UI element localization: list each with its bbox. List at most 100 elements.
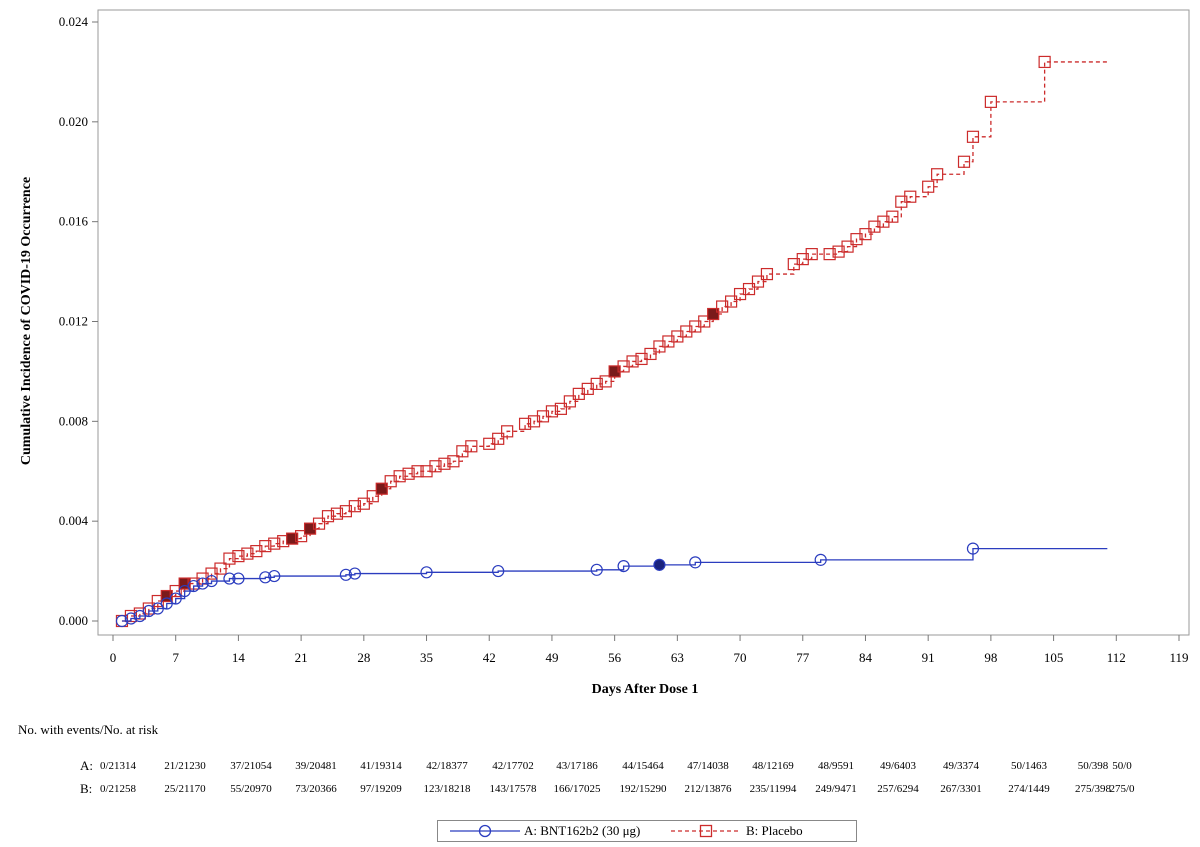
data-point — [814, 553, 827, 566]
data-point — [904, 190, 917, 203]
risk-cell: 37/21054 — [230, 760, 272, 772]
data-point — [492, 564, 505, 578]
data-point — [214, 562, 227, 575]
legend-swatch-bnt162b2 — [450, 824, 520, 838]
legend: A: BNT162b2 (30 μg) B: Placebo — [437, 820, 857, 842]
legend-item-placebo: B: Placebo — [663, 821, 853, 841]
risk-cell: 274/1449 — [1008, 783, 1050, 795]
data-point — [241, 547, 254, 560]
data-point — [438, 457, 451, 470]
data-point — [501, 425, 514, 438]
risk-cell: 49/3374 — [942, 760, 980, 772]
risk-cell: 192/15290 — [619, 783, 667, 795]
data-point — [205, 574, 218, 588]
data-point — [447, 455, 460, 468]
risk-cell: 50/0 — [1112, 760, 1132, 772]
legend-swatch-placebo — [671, 824, 741, 838]
x-tick-label: 91 — [922, 650, 935, 665]
data-point — [339, 568, 353, 581]
legend-item-bnt162b2: A: BNT162b2 (30 μg) — [438, 821, 658, 841]
data-point — [187, 579, 200, 593]
data-point — [617, 559, 630, 573]
data-point — [563, 395, 576, 408]
data-point — [599, 375, 612, 388]
data-point — [823, 248, 836, 261]
data-point — [375, 482, 388, 495]
data-point — [286, 532, 299, 545]
data-point — [689, 556, 702, 569]
y-tick-label: 0.024 — [59, 14, 89, 29]
y-tick-label: 0.008 — [59, 413, 88, 428]
data-point — [644, 347, 657, 361]
x-tick-label: 112 — [1107, 650, 1126, 665]
risk-cell: 43/17186 — [556, 760, 598, 772]
data-point — [590, 377, 603, 390]
data-point — [169, 584, 182, 598]
risk-cell: 97/19209 — [360, 783, 402, 795]
data-point — [859, 228, 872, 241]
risk-cell: 166/17025 — [553, 783, 601, 795]
data-point — [966, 130, 980, 143]
data-point — [348, 500, 361, 513]
data-point — [492, 432, 505, 445]
data-point — [321, 510, 335, 523]
risk-table-title: No. with events/No. at risk — [18, 722, 159, 737]
data-point — [169, 592, 182, 605]
data-point — [725, 295, 738, 308]
data-point — [232, 550, 245, 563]
risk-cell: 48/12169 — [752, 760, 794, 772]
x-tick-label: 98 — [984, 650, 997, 665]
x-tick-label: 105 — [1044, 650, 1064, 665]
risk-row-b: B: 0/21258 25/21170 55/20970 73/20366 97/1920… — [0, 781, 1200, 799]
y-axis-title: Cumulative Incidence of COVID-19 Occurre… — [19, 177, 34, 465]
risk-cell: 48/9591 — [817, 760, 855, 772]
x-axis: 0 7 14 21 28 35 42 49 56 63 70 77 84 91 98 105 112 119 — [110, 635, 1189, 665]
data-point — [178, 577, 191, 590]
risk-cell: 267/3301 — [940, 783, 982, 795]
data-point — [223, 572, 236, 585]
data-point — [330, 507, 344, 520]
risk-cell: 21/21230 — [164, 760, 206, 772]
data-point — [366, 490, 379, 503]
series-line — [121, 61, 1108, 622]
data-point — [348, 567, 361, 580]
y-tick-label: 0.004 — [59, 513, 89, 528]
data-point — [115, 614, 129, 628]
y-tick-label: 0.000 — [59, 613, 88, 628]
data-point — [957, 155, 971, 168]
data-point — [707, 307, 720, 321]
data-point — [259, 540, 272, 553]
x-tick-label: 70 — [734, 650, 747, 665]
data-point — [429, 460, 442, 473]
x-tick-label: 77 — [796, 650, 810, 665]
data-point — [751, 275, 765, 288]
risk-cell: 41/19314 — [360, 760, 402, 772]
data-point — [411, 465, 424, 478]
data-point — [268, 569, 281, 583]
risk-cell: 0/21314 — [99, 760, 137, 772]
risk-cell: 47/14038 — [687, 760, 729, 772]
legend-label-bnt162b2: A: BNT162b2 (30 μg) — [524, 823, 641, 838]
data-point — [312, 517, 326, 530]
risk-cell: 25/21170 — [164, 783, 206, 795]
data-point — [268, 537, 281, 550]
risk-cell: 275/0 — [1109, 783, 1135, 795]
risk-cell: 257/6294 — [877, 783, 919, 795]
y-tick-label: 0.016 — [59, 214, 89, 229]
risk-cell: 0/21258 — [99, 783, 137, 795]
risk-cell: 275/398 — [1074, 783, 1112, 795]
series-line — [121, 547, 1108, 622]
risk-row-a: A: 0/21314 21/21230 37/21054 39/20481 41/1931… — [0, 758, 1200, 776]
y-tick-label: 0.020 — [59, 114, 88, 129]
data-point — [465, 440, 478, 453]
data-point — [626, 355, 639, 368]
data-point — [590, 563, 603, 576]
risk-cell: 39/20481 — [295, 760, 337, 772]
data-point — [518, 417, 532, 430]
risk-cell: 50/398 — [1077, 760, 1109, 772]
risk-cell: 42/18377 — [426, 760, 468, 772]
km-chart: 0.000 0.004 0.008 0.012 0.016 0.020 0.024 0 7 14… — [19, 9, 1190, 697]
risk-cell: 44/15464 — [622, 760, 664, 772]
data-point — [232, 572, 245, 585]
data-point — [698, 315, 711, 328]
